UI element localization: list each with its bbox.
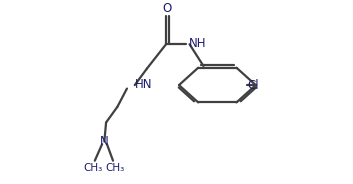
Text: CH₃: CH₃ — [106, 163, 125, 173]
Text: N: N — [100, 135, 109, 148]
Text: O: O — [163, 2, 172, 15]
Text: Cl: Cl — [248, 79, 259, 92]
Text: HN: HN — [134, 78, 152, 91]
Text: CH₃: CH₃ — [83, 163, 102, 173]
Text: NH: NH — [189, 37, 207, 50]
